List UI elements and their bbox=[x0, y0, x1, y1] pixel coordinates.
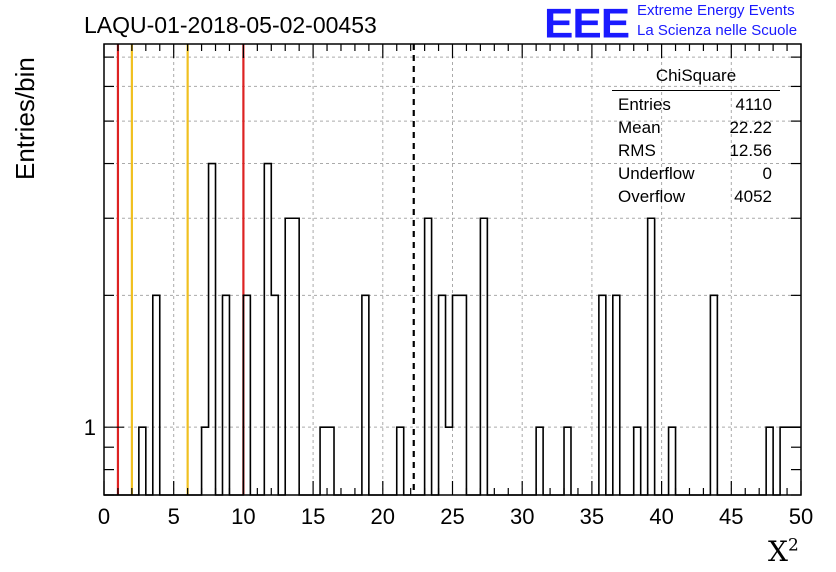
histogram-outline bbox=[104, 162, 801, 496]
stats-label: Underflow bbox=[618, 164, 695, 183]
x-tick-label: 5 bbox=[168, 504, 180, 529]
stats-row: RMS 12.56 bbox=[612, 139, 780, 162]
stats-value: 4110 bbox=[735, 95, 772, 114]
stats-row: Mean 22.22 bbox=[612, 116, 780, 139]
stats-value: 4052 bbox=[734, 187, 772, 206]
stats-row: Overflow 4052 bbox=[612, 185, 780, 208]
x-tick-label: 0 bbox=[98, 504, 110, 529]
stats-label: RMS bbox=[618, 141, 656, 160]
stats-label: Overflow bbox=[618, 187, 686, 206]
x-tick-label: 40 bbox=[649, 504, 673, 529]
stats-value: 22.22 bbox=[729, 118, 772, 137]
logo-line-2: La Scienza nelle Scuole bbox=[637, 22, 798, 39]
stats-value: 0 bbox=[762, 164, 772, 183]
y-tick-label: 1 bbox=[84, 415, 96, 440]
stats-row: Entries 4110 bbox=[612, 93, 780, 116]
x-tick-label: 30 bbox=[510, 504, 534, 529]
x-tick-label: 25 bbox=[440, 504, 464, 529]
x-axis-label: X2 bbox=[768, 535, 799, 568]
stats-box: ChiSquare Entries 4110 Mean 22.22 RMS 12… bbox=[612, 66, 780, 208]
x-tick-label: 10 bbox=[231, 504, 255, 529]
chart-title: LAQU-01-2018-05-02-00453 bbox=[84, 12, 377, 38]
x-tick-label: 20 bbox=[371, 504, 395, 529]
x-axis-ticks: 0 5 10 15 20 25 30 35 40 45 50 bbox=[98, 44, 813, 529]
stats-row: Underflow 0 bbox=[612, 162, 780, 185]
logo-line-1: Extreme Energy Events bbox=[637, 2, 795, 19]
stats-title: ChiSquare bbox=[612, 66, 780, 91]
x-axis-label-text: X bbox=[768, 535, 788, 568]
stats-value: 12.56 bbox=[729, 141, 772, 160]
stats-label: Mean bbox=[618, 118, 661, 137]
x-axis-label-sup: 2 bbox=[787, 535, 799, 556]
x-tick-label: 50 bbox=[789, 504, 813, 529]
stats-label: Entries bbox=[618, 95, 671, 114]
y-axis-ticks: 1 bbox=[84, 56, 801, 496]
x-tick-label: 15 bbox=[301, 504, 325, 529]
x-tick-label: 35 bbox=[580, 504, 604, 529]
x-tick-label: 45 bbox=[719, 504, 743, 529]
y-axis-label: Entries/bin bbox=[10, 57, 40, 180]
eee-logo: EEE bbox=[544, 0, 630, 47]
